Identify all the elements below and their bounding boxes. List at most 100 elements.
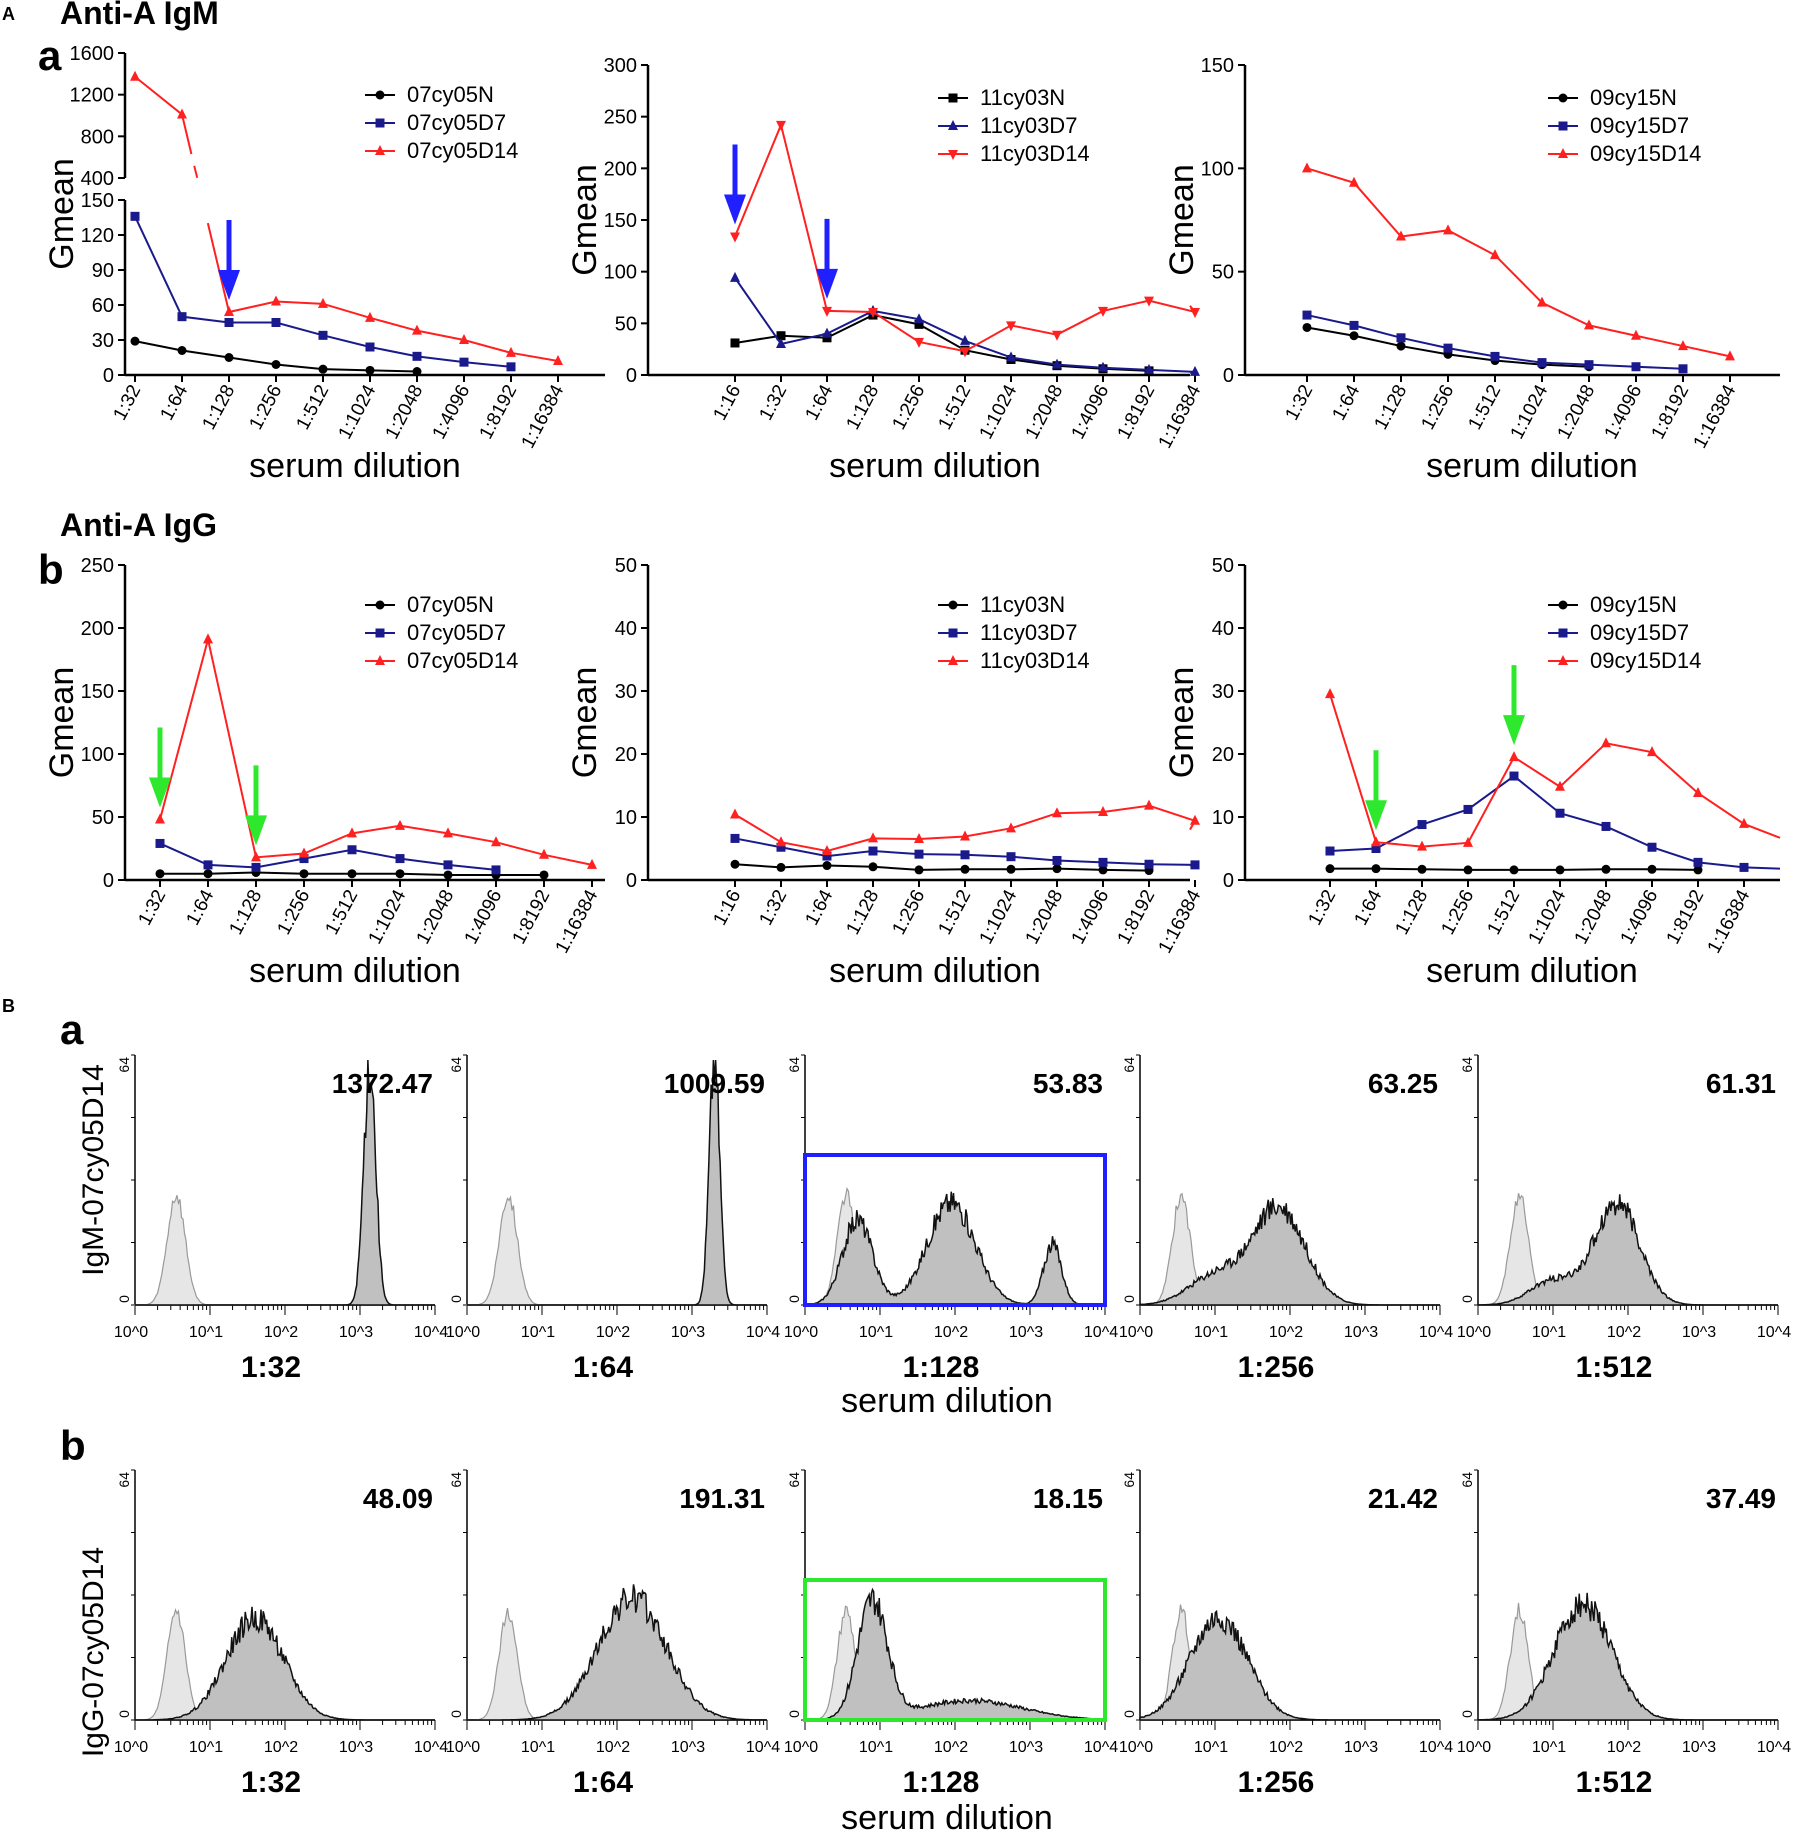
hist-x-tick-label: 10^3 — [1009, 1324, 1043, 1341]
hist-x-tick-label: 10^0 — [1119, 1739, 1153, 1756]
y-tick-label: 800 — [81, 126, 114, 148]
sample-histogram — [467, 1584, 768, 1721]
y-tick-label: 50 — [1212, 262, 1234, 284]
dilution-label: 1:32 — [241, 1351, 301, 1384]
x-tick-label: 1:32 — [1282, 381, 1318, 424]
data-point-07cy05D7 — [177, 312, 187, 322]
series-line-07cy05D14 — [206, 222, 559, 362]
x-axis-title: serum dilution — [829, 447, 1041, 485]
x-tick-label: 1:512 — [293, 381, 334, 433]
hist-x-tick-label: 10^1 — [859, 1739, 893, 1756]
hist-y-top-label: 64 — [448, 1057, 464, 1073]
y-axis-title: Gmean — [43, 667, 81, 779]
x-tick-label: 1:8192 — [476, 381, 522, 442]
data-point-09cy15D7 — [1584, 360, 1594, 370]
x-tick-label: 1:128 — [1392, 886, 1433, 938]
legend-marker — [948, 655, 958, 665]
data-point-11cy03D7 — [1144, 363, 1154, 374]
data-point-11cy03D7 — [730, 271, 740, 282]
data-point-09cy15D7 — [1463, 804, 1473, 814]
y-tick-label: 0 — [626, 365, 637, 387]
panel-a-title: Anti-A IgM — [60, 0, 219, 31]
data-point-07cy05D7 — [459, 357, 469, 367]
histogram-7-3: 10^0 10^1 10^2 10^3 10^4 64 0 18.15 1:128 — [784, 1469, 1118, 1799]
data-point-11cy03D14 — [914, 833, 924, 844]
x-tick-label: 1:1024 — [1525, 886, 1571, 948]
hist-x-tick-label: 10^0 — [446, 1739, 480, 1756]
data-point-11cy03D7 — [960, 334, 970, 345]
data-point-07cy05D14 — [412, 324, 422, 335]
sample-histogram — [134, 1606, 435, 1721]
data-point-11cy03D14 — [1052, 807, 1062, 818]
x-tick-label: 1:256 — [274, 886, 315, 938]
x-tick-label: 1:256 — [246, 381, 287, 433]
data-point-09cy15D14 — [1490, 249, 1500, 260]
data-point-07cy05N — [412, 367, 422, 376]
gmean-value: 61.31 — [1706, 1068, 1776, 1099]
x-tick-label: 1:64 — [183, 886, 219, 929]
hist-y-bottom-label: 0 — [1121, 1295, 1137, 1303]
legend-marker — [948, 600, 958, 610]
x-tick-label: 1:2048 — [1022, 381, 1068, 442]
data-point-09cy15D14 — [1463, 836, 1473, 847]
data-point-09cy15D7 — [1555, 808, 1565, 818]
data-point-09cy15D14 — [1349, 176, 1359, 187]
data-point-07cy05N — [155, 869, 165, 879]
data-point-11cy03N — [914, 319, 924, 329]
legend-marker — [375, 600, 385, 610]
x-tick-label: 1:512 — [935, 381, 976, 433]
data-point-11cy03D7 — [1006, 852, 1016, 862]
dilution-label: 1:32 — [241, 1766, 301, 1799]
data-point-07cy05D14 — [155, 813, 165, 824]
data-point-07cy05D14 — [587, 858, 597, 869]
legend-label: 09cy15N — [1590, 85, 1677, 110]
annotation-arrow — [724, 144, 746, 225]
sub-label-b-hist: b — [60, 1422, 86, 1469]
data-point-07cy05D14 — [347, 827, 357, 838]
data-point-11cy03N — [730, 859, 740, 869]
x-tick-label: 1:64 — [1351, 886, 1387, 929]
y-tick-label: 0 — [103, 870, 114, 892]
x-tick-label: 1:1024 — [1507, 381, 1553, 443]
data-point-11cy03N — [960, 864, 970, 874]
y-axis-title: Gmean — [43, 158, 81, 270]
histogram-7-2: 10^0 10^1 10^2 10^3 10^4 64 0 191.31 1:64 — [446, 1469, 780, 1799]
histogram-6-3: 10^0 10^1 10^2 10^3 10^4 64 0 53.83 1:128 — [784, 1054, 1118, 1384]
line-chart-2: 0 50 100 150 200 250 300 1:16 1:32 1:64 1:128 1:256… — [566, 55, 1206, 485]
data-point-09cy15D14 — [1693, 787, 1703, 798]
section-b-label: B — [2, 996, 15, 1016]
data-point-09cy15D7 — [1417, 820, 1427, 830]
data-point-11cy03D14 — [1144, 799, 1154, 810]
y-tick-label: 10 — [615, 807, 637, 829]
data-point-11cy03N — [730, 338, 740, 348]
data-point-11cy03D14 — [1190, 307, 1200, 318]
data-point-09cy15D14 — [1584, 319, 1594, 330]
x-tick-label: 1:512 — [1465, 381, 1506, 433]
data-point-09cy15N — [1601, 864, 1611, 874]
x-tick-label: 1:2048 — [1022, 886, 1068, 947]
data-point-11cy03N — [822, 333, 832, 343]
legend-label: 09cy15D7 — [1590, 113, 1689, 138]
sample-histogram — [804, 1587, 1108, 1721]
x-tick-label: 1:512 — [322, 886, 363, 938]
sample-histogram — [467, 1059, 767, 1306]
x-tick-label: 1:256 — [889, 381, 930, 433]
data-point-07cy05D14 — [539, 848, 549, 859]
dilution-label: 1:64 — [573, 1766, 633, 1799]
x-tick-label: 1:128 — [843, 381, 884, 433]
data-point-11cy03D7 — [1052, 358, 1062, 369]
highlight-box — [803, 1578, 1107, 1722]
data-point-11cy03N — [1098, 865, 1108, 875]
control-histogram — [134, 1195, 240, 1306]
dilution-label: 1:256 — [1238, 1766, 1315, 1799]
y-tick-label: 90 — [92, 260, 114, 282]
hist-x-tick-label: 10^3 — [339, 1324, 373, 1341]
x-axis-title: serum dilution — [1426, 447, 1638, 485]
x-tick-label: 1:32 — [1305, 886, 1341, 929]
hist-x-tick-label: 10^1 — [521, 1324, 555, 1341]
data-point-07cy05D7 — [395, 854, 405, 864]
y-axis-title: Gmean — [1163, 667, 1201, 779]
data-point-09cy15D7 — [1371, 844, 1381, 853]
data-point-07cy05D14 — [491, 836, 501, 847]
